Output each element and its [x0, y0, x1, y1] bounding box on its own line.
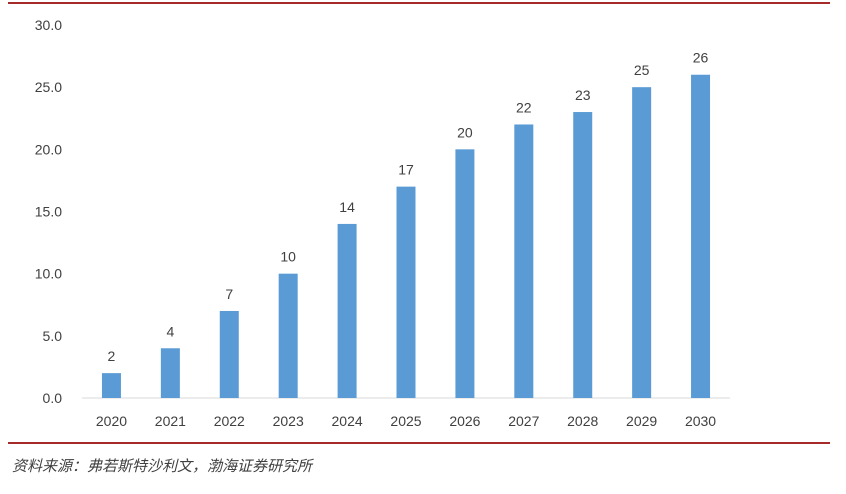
x-tick-label: 2026	[449, 413, 480, 429]
bar-value-label: 10	[280, 249, 296, 265]
bar	[101, 373, 121, 398]
x-axis-ticks: 2020 2021 2022 2023 2024 2025 2026 2027 2028 2029…	[96, 413, 716, 429]
source-note: 资料来源：弗若斯特沙利文，渤海证券研究所	[12, 457, 313, 475]
y-tick-label: 0.0	[43, 390, 63, 406]
y-tick-label: 20.0	[35, 141, 62, 157]
bar-value-label: 7	[225, 286, 233, 302]
x-tick-label: 2030	[685, 413, 716, 429]
bar	[632, 87, 652, 399]
bar	[219, 310, 239, 398]
bar-value-label: 4	[166, 323, 174, 339]
x-tick-label: 2021	[155, 413, 186, 429]
y-tick-label: 15.0	[35, 204, 62, 220]
x-tick-label: 2025	[390, 413, 421, 429]
bars-group	[101, 74, 711, 399]
bar-value-label: 14	[339, 199, 355, 215]
data-labels-group: 2 4 7 10 14 17 20 22 23 25 26	[108, 50, 709, 364]
x-tick-label: 2022	[214, 413, 245, 429]
bar	[691, 74, 711, 398]
bar	[396, 186, 416, 398]
bar-chart: 0.05.010.015.020.025.030.0 2471014172022…	[35, 17, 730, 429]
bar-value-label: 2	[108, 348, 116, 364]
bar	[160, 348, 180, 398]
bar	[573, 112, 593, 399]
top-divider	[8, 2, 830, 4]
x-tick-label: 2020	[96, 413, 127, 429]
bar-value-label: 26	[693, 50, 709, 66]
bar-value-label: 25	[634, 62, 650, 78]
x-tick-label: 2028	[567, 413, 598, 429]
bar	[455, 149, 475, 398]
bar-value-label: 22	[516, 99, 532, 115]
bar-value-label: 20	[457, 124, 473, 140]
x-tick-label: 2024	[332, 413, 363, 429]
y-tick-label: 30.0	[35, 17, 62, 33]
bar	[278, 273, 298, 398]
bar-value-label: 23	[575, 87, 591, 103]
y-tick-label: 25.0	[35, 79, 62, 95]
bottom-divider	[8, 442, 830, 444]
bar-value-label: 17	[398, 162, 414, 178]
bar	[337, 223, 357, 398]
x-tick-label: 2029	[626, 413, 657, 429]
y-tick-label: 10.0	[35, 266, 62, 282]
x-tick-label: 2027	[508, 413, 539, 429]
y-tick-label: 5.0	[43, 328, 63, 344]
bar	[514, 124, 534, 398]
x-tick-label: 2023	[273, 413, 304, 429]
y-axis-ticks: 0.0 5.0 10.0 15.0 20.0 25.0 30.0	[35, 17, 62, 406]
